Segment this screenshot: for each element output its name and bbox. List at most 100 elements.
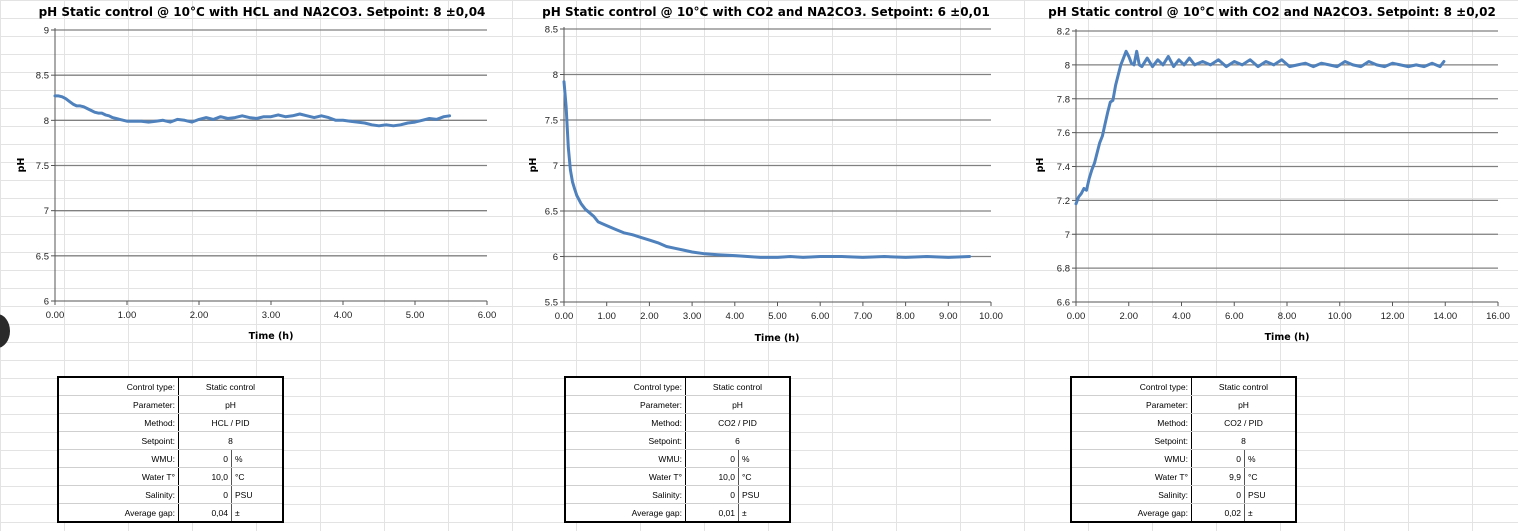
- row-control-type: Control type: Static control: [565, 377, 790, 396]
- y-tick-label: 8: [1065, 60, 1070, 71]
- row-average-gap: Average gap: 0,02 ±: [1071, 503, 1296, 523]
- series-line: [53, 94, 452, 128]
- y-tick-label: 8.5: [545, 25, 558, 36]
- y-tick-label: 7.5: [36, 161, 49, 172]
- y-tick-label: 7.4: [1057, 162, 1070, 173]
- parameter-value: pH: [1191, 395, 1296, 414]
- x-tick-label: 10.00: [979, 311, 1003, 322]
- x-tick-label: 12.00: [1381, 311, 1405, 322]
- y-tick-label: 8: [44, 116, 49, 127]
- method-value: CO2 / PID: [685, 413, 790, 432]
- x-tick-label: 0.00: [1067, 311, 1086, 322]
- control-type-label: Control type:: [1071, 377, 1192, 396]
- average-gap-value: 0,01: [685, 503, 739, 523]
- control-type-value: Static control: [1191, 377, 1296, 396]
- y-tick-label: 6.8: [1057, 264, 1070, 275]
- x-tick-label: 2.00: [1120, 311, 1139, 322]
- x-tick-label: 6.00: [478, 310, 497, 321]
- x-tick-label: 2.00: [190, 310, 209, 321]
- control-type-value: Static control: [685, 377, 790, 396]
- water-temperature-unit: °C: [231, 467, 283, 486]
- y-tick-label: 7.5: [545, 116, 558, 127]
- setpoint-value: 6: [685, 431, 790, 450]
- y-axis-label: pH: [16, 158, 27, 173]
- average-gap-label: Average gap:: [565, 503, 686, 523]
- row-control-type: Control type: Static control: [1071, 377, 1296, 396]
- y-tick-label: 8.5: [36, 71, 49, 82]
- chart-hcl-na2co3: pH Static control @ 10°C with HCL and NA…: [16, 5, 497, 342]
- y-tick-label: 7.6: [1057, 128, 1070, 139]
- parameter-label: Parameter:: [58, 395, 179, 414]
- x-tick-label: 2.00: [640, 311, 659, 322]
- average-gap-label: Average gap:: [1071, 503, 1192, 523]
- y-tick-label: 8: [553, 70, 558, 81]
- y-tick-label: 6.6: [1057, 298, 1070, 309]
- wmu-value: 0: [1191, 449, 1245, 468]
- x-tick-label: 1.00: [118, 310, 137, 321]
- row-water-temperature: Water T° 9,9 °C: [1071, 467, 1296, 486]
- row-setpoint: Setpoint: 6: [565, 431, 790, 450]
- row-water-temperature: Water T° 10,0 °C: [58, 467, 283, 486]
- y-tick-label: 6.5: [36, 251, 49, 262]
- chart-title: pH Static control @ 10°C with HCL and NA…: [39, 5, 486, 19]
- wmu-unit: %: [231, 449, 283, 468]
- x-tick-label: 9.00: [939, 311, 958, 322]
- setpoint-value: 8: [1191, 431, 1296, 450]
- parameters-table: Control type: Static control Parameter: pH M…: [57, 376, 284, 523]
- chart-title: pH Static control @ 10°C with CO2 and NA…: [1048, 5, 1496, 19]
- salinity-unit: PSU: [1244, 485, 1296, 504]
- x-axis-label: Time (h): [1265, 332, 1310, 343]
- wmu-label: WMU:: [58, 449, 179, 468]
- x-tick-label: 0.00: [46, 310, 65, 321]
- method-label: Method:: [565, 413, 686, 432]
- setpoint-label: Setpoint:: [58, 431, 179, 450]
- salinity-value: 0: [1191, 485, 1245, 504]
- setpoint-label: Setpoint:: [565, 431, 686, 450]
- chart-title: pH Static control @ 10°C with CO2 and NA…: [542, 5, 990, 19]
- average-gap-unit: ±: [231, 503, 283, 523]
- y-tick-label: 7.2: [1057, 196, 1070, 207]
- x-tick-label: 8.00: [896, 311, 915, 322]
- x-tick-label: 3.00: [262, 310, 281, 321]
- salinity-value: 0: [685, 485, 739, 504]
- row-parameter: Parameter: pH: [565, 395, 790, 414]
- salinity-unit: PSU: [231, 485, 283, 504]
- average-gap-unit: ±: [1244, 503, 1296, 523]
- setpoint-label: Setpoint:: [1071, 431, 1192, 450]
- y-tick-label: 8.2: [1057, 27, 1070, 38]
- method-value: CO2 / PID: [1191, 413, 1296, 432]
- y-tick-label: 6: [553, 252, 558, 263]
- row-method: Method: HCL / PID: [58, 413, 283, 432]
- row-wmu: WMU: 0%: [565, 449, 790, 468]
- water-temperature-value: 10,0: [685, 467, 739, 486]
- method-label: Method:: [1071, 413, 1192, 432]
- method-label: Method:: [58, 413, 179, 432]
- row-water-temperature: Water T° 10,0 °C: [565, 467, 790, 486]
- parameter-label: Parameter:: [565, 395, 686, 414]
- row-salinity: Salinity: 0 PSU: [58, 485, 283, 504]
- wmu-unit: %: [738, 449, 790, 468]
- x-tick-label: 7.00: [854, 311, 873, 322]
- average-gap-value: 0,04: [178, 503, 232, 523]
- average-gap-value: 0,02: [1191, 503, 1245, 523]
- salinity-unit: PSU: [738, 485, 790, 504]
- control-type-value: Static control: [178, 377, 283, 396]
- x-axis-label: Time (h): [755, 333, 800, 344]
- y-tick-label: 7: [44, 206, 49, 217]
- series-line: [562, 80, 972, 259]
- scroll-indicator: [0, 314, 10, 348]
- x-tick-label: 10.00: [1328, 311, 1352, 322]
- wmu-label: WMU:: [1071, 449, 1192, 468]
- row-setpoint: Setpoint: 8: [1071, 431, 1296, 450]
- x-tick-label: 1.00: [597, 311, 616, 322]
- average-gap-unit: ±: [738, 503, 790, 523]
- y-tick-label: 7: [553, 161, 558, 172]
- y-axis-label: pH: [1035, 158, 1046, 173]
- method-value: HCL / PID: [178, 413, 283, 432]
- salinity-value: 0: [178, 485, 232, 504]
- parameter-value: pH: [178, 395, 283, 414]
- x-tick-label: 4.00: [1172, 311, 1191, 322]
- row-wmu: WMU: 0%: [1071, 449, 1296, 468]
- chart-co2-setpoint-6: pH Static control @ 10°C with CO2 and NA…: [528, 5, 1003, 344]
- row-wmu: WMU: 0%: [58, 449, 283, 468]
